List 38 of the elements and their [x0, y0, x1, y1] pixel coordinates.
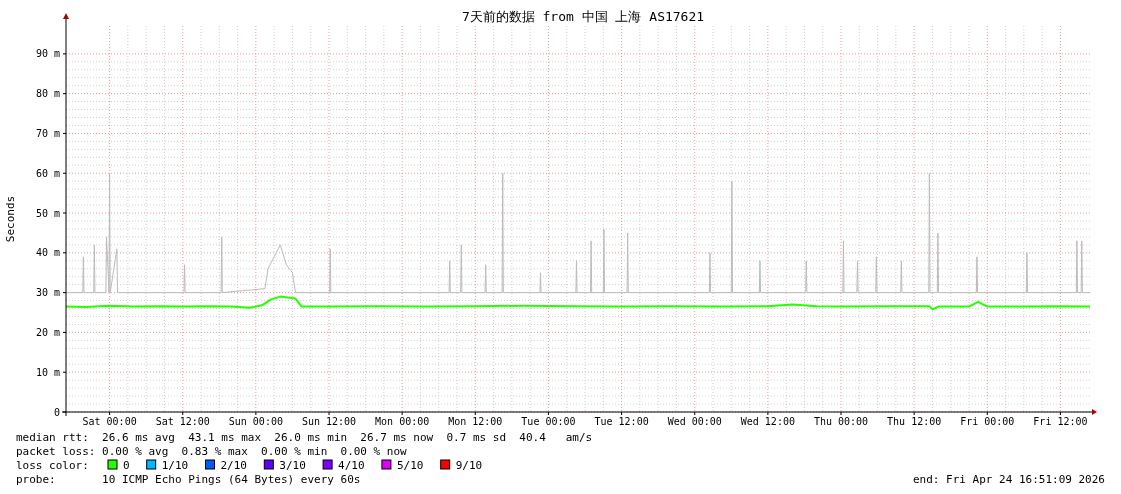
y-tick-label: 50 m	[35, 207, 60, 219]
x-tick-label: Tue 00:00	[521, 416, 576, 427]
chart-title: 7天前的数据 from 中国 上海 AS17621	[461, 9, 705, 24]
legend-label: 0	[123, 459, 130, 472]
legend-title: loss color:	[16, 459, 89, 472]
legend-label: 1/10	[161, 459, 189, 472]
y-tick-label: 90 m	[35, 48, 60, 60]
x-tick-label: Sun 00:00	[228, 416, 283, 427]
x-tick-label: Thu 00:00	[813, 416, 869, 427]
y-tick-label: 40 m	[35, 247, 60, 259]
legend-label: 4/10	[338, 459, 365, 472]
y-tick-label: 10 m	[35, 366, 60, 378]
x-tick-label: Sun 12:00	[301, 416, 357, 427]
x-tick-label: Wed 00:00	[667, 416, 722, 427]
x-tick-label: Mon 00:00	[375, 416, 430, 427]
y-tick-label: 0	[53, 406, 60, 418]
y-tick-label: 70 m	[35, 127, 60, 139]
text: packet loss: 0.00 % avg 0.83 % max 0.00 % min 0.00 % now	[16, 445, 408, 458]
y-tick-label: 80 m	[35, 88, 60, 100]
x-tick-label: Mon 12:00	[448, 416, 503, 427]
x-tick-label: Sat 12:00	[155, 416, 210, 427]
text: median rtt: 26.6 ms avg 43.1 ms max 26.0 ms min 26.7 ms now 0.7 ms sd 40.4 am/s	[16, 431, 593, 444]
text: probe: 10 ICMP Echo Pings (64 Bytes) every 60s	[16, 473, 361, 486]
legend-label: 5/10	[396, 459, 424, 472]
x-tick-label: Sat 00:00	[82, 416, 137, 427]
text: end: Fri Apr 24 16:51:09 2026	[912, 473, 1105, 486]
x-tick-label: Thu 12:00	[887, 416, 942, 427]
y-axis-title: Seconds	[4, 195, 17, 243]
x-tick-label: Tue 12:00	[594, 416, 649, 427]
legend-label: 3/10	[279, 459, 306, 472]
x-tick-label: Wed 12:00	[740, 416, 795, 427]
legend-label: 2/10	[220, 459, 247, 472]
y-tick-label: 30 m	[35, 287, 60, 299]
x-tick-label: Fri 12:00	[1033, 416, 1088, 427]
x-tick-label: Fri 00:00	[960, 416, 1015, 427]
legend-label: 9/10	[455, 459, 483, 472]
y-tick-label: 20 m	[35, 326, 60, 338]
y-tick-label: 60 m	[35, 167, 60, 179]
